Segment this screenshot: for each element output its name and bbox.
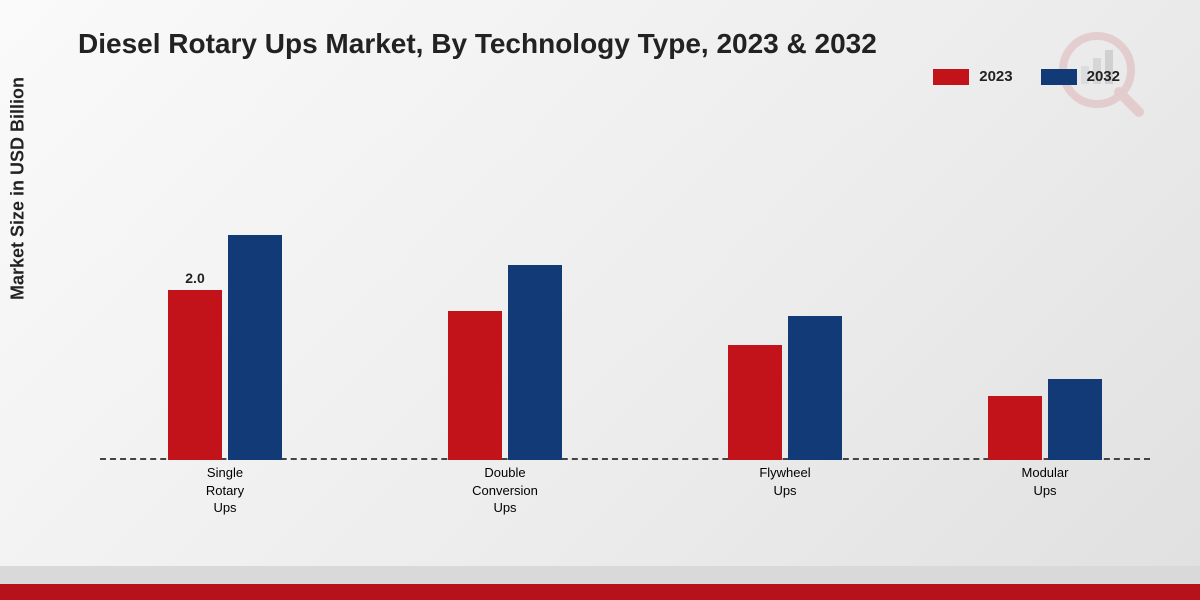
bar-2032 — [228, 235, 282, 460]
bar-2032 — [788, 316, 842, 461]
bar-2032 — [1048, 379, 1102, 460]
y-axis-label: Market Size in USD Billion — [8, 77, 29, 300]
bar-value-label: 2.0 — [185, 270, 204, 286]
bar-2023 — [728, 345, 782, 460]
legend-swatch-2032 — [1041, 69, 1077, 85]
x-category-label: Flywheel Ups — [710, 464, 860, 499]
bar-2023 — [988, 396, 1042, 460]
plot-area: 2.0 — [100, 120, 1150, 460]
footer-gray-strip — [0, 566, 1200, 584]
chart-title: Diesel Rotary Ups Market, By Technology … — [78, 28, 877, 60]
x-category-label: Single Rotary Ups — [150, 464, 300, 517]
bar-2023 — [448, 311, 502, 460]
legend-item-2032: 2032 — [1041, 68, 1120, 85]
x-category-label: Modular Ups — [970, 464, 1120, 499]
legend: 2023 2032 — [933, 68, 1120, 85]
footer-red-bar — [0, 584, 1200, 600]
legend-label-2023: 2023 — [979, 68, 1012, 85]
legend-label-2032: 2032 — [1087, 68, 1120, 85]
bar-2032 — [508, 265, 562, 461]
legend-swatch-2023 — [933, 69, 969, 85]
bar-2023: 2.0 — [168, 290, 222, 460]
x-category-label: Double Conversion Ups — [430, 464, 580, 517]
legend-item-2023: 2023 — [933, 68, 1012, 85]
